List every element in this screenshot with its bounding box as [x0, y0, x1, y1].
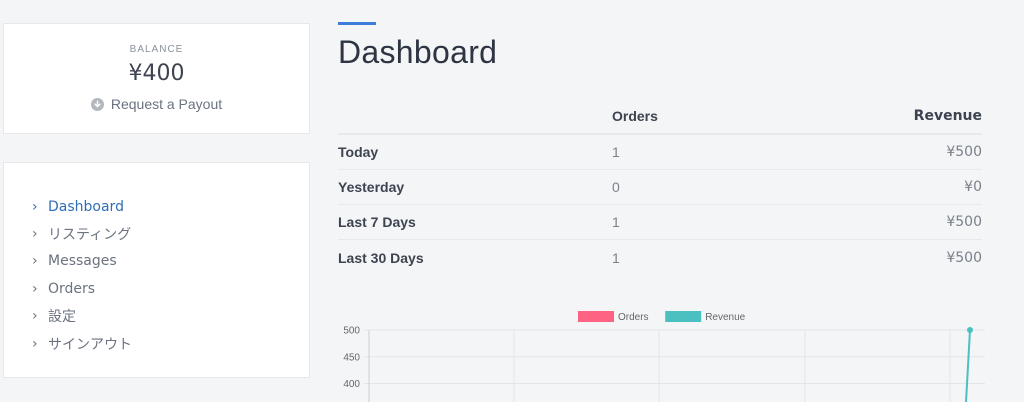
- orders-revenue-chart: Orders Revenue 500 450 400: [343, 311, 985, 402]
- column-header-orders: Orders: [612, 98, 812, 135]
- orders-cell: 1: [612, 204, 812, 241]
- nav-item-messages[interactable]: › Messages: [32, 248, 132, 275]
- nav-item-orders[interactable]: › Orders: [32, 275, 132, 302]
- nav-item-label: リスティング: [48, 227, 132, 244]
- row-label: Last 30 Days: [338, 249, 424, 266]
- table-row: Today 1 ¥500: [338, 134, 982, 170]
- balance-amount: ¥400: [128, 61, 185, 86]
- title-accent-bar: [338, 22, 376, 25]
- page-title: Dashboard: [338, 34, 498, 70]
- revenue-data-point: [967, 327, 973, 333]
- nav-item-sign-out[interactable]: › サインアウト: [32, 330, 132, 357]
- legend-swatch-orders: [578, 311, 614, 322]
- row-label: Last 7 Days: [338, 204, 612, 241]
- nav-item-label: Messages: [48, 253, 117, 270]
- column-header-period: [338, 98, 612, 135]
- chevron-right-icon: ›: [32, 308, 38, 325]
- revenue-cell: ¥500: [812, 134, 982, 170]
- nav-item-label: 設定: [48, 309, 76, 326]
- revenue-cell: ¥500: [812, 204, 982, 241]
- chevron-right-icon: ›: [32, 198, 38, 215]
- y-tick-label: 400: [343, 379, 360, 390]
- balance-label: BALANCE: [129, 44, 184, 55]
- nav-item-label: Orders: [48, 280, 96, 297]
- chevron-right-icon: ›: [32, 335, 38, 352]
- table-row: Last 30 Days 1 ¥500: [338, 240, 982, 275]
- legend-swatch-revenue: [665, 311, 702, 322]
- balance-card: BALANCE ¥400 Request a Payout: [3, 23, 310, 134]
- sidebar-nav: › Dashboard › リスティング › Messages › Orders…: [3, 162, 310, 378]
- stats-table: Orders Revenue Today 1 ¥500 Yesterday 0 …: [338, 98, 982, 275]
- table-header-row: Orders Revenue: [338, 98, 982, 135]
- y-tick-label: 450: [343, 352, 360, 363]
- revenue-series-line: [965, 329, 971, 402]
- table-row: Yesterday 0 ¥0: [338, 169, 982, 206]
- row-label: Today: [338, 134, 612, 170]
- orders-cell: 1: [612, 249, 620, 266]
- nav-item-label: サインアウト: [48, 336, 132, 353]
- revenue-cell: ¥500: [946, 249, 982, 266]
- chevron-right-icon: ›: [32, 280, 38, 297]
- chevron-right-icon: ›: [32, 226, 38, 243]
- orders-cell: 1: [612, 134, 812, 170]
- row-label: Yesterday: [338, 169, 612, 206]
- nav-item-settings[interactable]: › 設定: [32, 303, 132, 330]
- request-payout-link[interactable]: Request a Payout: [4, 96, 309, 112]
- revenue-cell: ¥0: [812, 169, 982, 206]
- chevron-right-icon: ›: [32, 253, 38, 270]
- nav-list: › Dashboard › リスティング › Messages › Orders…: [32, 193, 132, 357]
- legend-label-revenue: Revenue: [705, 312, 745, 323]
- y-tick-label: 500: [343, 326, 360, 337]
- nav-item-listings[interactable]: › リスティング: [32, 220, 132, 247]
- request-payout-label: Request a Payout: [110, 96, 223, 112]
- table-row: Last 7 Days 1 ¥500: [338, 204, 982, 241]
- nav-item-dashboard[interactable]: › Dashboard: [32, 193, 132, 220]
- legend-label-orders: Orders: [618, 312, 649, 323]
- download-circle-icon: [90, 97, 104, 111]
- column-header-revenue: Revenue: [812, 98, 982, 135]
- nav-item-label: Dashboard: [48, 198, 124, 215]
- orders-cell: 0: [612, 169, 812, 206]
